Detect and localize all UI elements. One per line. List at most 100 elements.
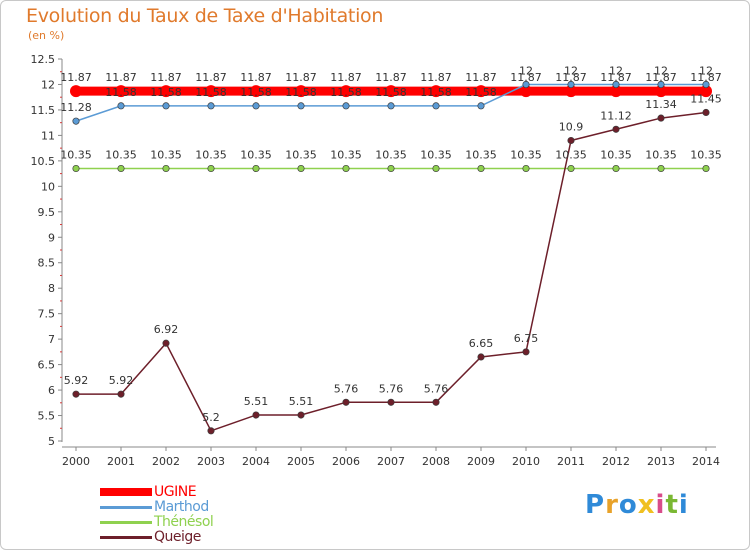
data-point [342, 102, 350, 110]
data-point [162, 102, 170, 110]
data-label: 11.12 [600, 109, 632, 122]
data-point [342, 164, 350, 173]
y-tick-label: 7 [48, 333, 55, 346]
data-label: 10.35 [60, 149, 92, 162]
data-label: 11.87 [150, 71, 182, 84]
data-label: 11.87 [555, 71, 587, 84]
data-label: 5.92 [64, 374, 89, 387]
data-point [477, 164, 485, 173]
data-point [475, 85, 487, 98]
legend-label: Thénésol [154, 514, 214, 530]
data-point [252, 102, 260, 110]
data-point [250, 85, 262, 98]
data-point [115, 85, 127, 98]
data-point [702, 108, 710, 117]
data-point [385, 85, 397, 98]
data-point [520, 85, 532, 98]
data-label: 11.87 [195, 71, 227, 84]
data-label: 10.35 [105, 149, 137, 162]
data-point [252, 164, 260, 173]
data-label: 10.35 [600, 149, 632, 162]
data-point [70, 85, 82, 98]
x-tick-label: 2014 [692, 455, 720, 468]
data-label: 11.58 [465, 86, 497, 99]
data-label: 5.51 [244, 395, 269, 408]
data-point [612, 125, 620, 133]
data-point [342, 398, 350, 406]
axes: 5 5.5 6 6.5 7 7.5 8 8.5 9 9.5 10 10.5 11 11.5 12 12.5 20… [31, 53, 721, 468]
data-label: 6.75 [514, 332, 539, 345]
data-label: 5.51 [289, 395, 314, 408]
data-point [430, 85, 442, 98]
data-label: 11.87 [465, 71, 497, 84]
data-label: 11.87 [420, 71, 452, 84]
data-point [655, 85, 667, 98]
data-point [477, 353, 485, 361]
data-point [387, 164, 395, 173]
data-label: 11.87 [330, 71, 362, 84]
data-point [610, 85, 622, 98]
x-tick-label: 2007 [377, 455, 405, 468]
series-layer [70, 80, 712, 435]
x-tick-label: 2003 [197, 455, 225, 468]
data-point [72, 117, 80, 125]
data-label: 6.65 [469, 337, 494, 350]
y-tick-label: 5 [48, 435, 55, 448]
y-tick-label: 9.5 [38, 206, 56, 219]
data-point [162, 339, 170, 347]
data-label: 10.35 [150, 149, 182, 162]
data-point [297, 102, 305, 110]
data-label: 10.35 [330, 149, 362, 162]
data-label: 11.87 [600, 71, 632, 84]
data-point [432, 398, 440, 406]
data-point [657, 80, 665, 89]
legend-swatch [100, 521, 152, 524]
y-tick-label: 5.5 [38, 410, 56, 423]
data-point [657, 164, 665, 173]
data-label: 11.87 [105, 71, 137, 84]
data-label: 11.87 [240, 71, 272, 84]
data-point [295, 85, 307, 98]
data-point [297, 164, 305, 173]
data-point [567, 136, 575, 145]
x-tick-label: 2009 [467, 455, 495, 468]
data-point [612, 80, 620, 89]
y-tick-label: 7.5 [38, 308, 56, 321]
data-point [522, 80, 530, 89]
data-point [477, 102, 485, 110]
data-label: 5.76 [424, 382, 449, 395]
data-point [72, 390, 80, 398]
data-label: 11.87 [510, 71, 542, 84]
data-label: 11.34 [645, 98, 677, 111]
y-tick-label: 12 [41, 78, 55, 91]
data-point [207, 102, 215, 110]
data-point [567, 164, 575, 173]
unit-label: (en %) [28, 29, 65, 42]
data-label: 10.35 [555, 149, 587, 162]
logo-letter: o [618, 490, 638, 520]
data-label: 12 [564, 64, 578, 77]
data-point [612, 164, 620, 173]
data-label: 6.92 [154, 323, 179, 336]
x-tick-label: 2005 [287, 455, 315, 468]
logo-letter: P [585, 490, 606, 520]
data-label: 11.58 [150, 86, 182, 99]
data-point [432, 102, 440, 110]
logo-letter: t [665, 490, 679, 520]
data-label: 11.58 [285, 86, 317, 99]
data-label: 12 [699, 64, 713, 77]
data-label: 11.58 [105, 86, 137, 99]
x-tick-label: 2002 [152, 455, 180, 468]
data-point [297, 411, 305, 419]
data-point [252, 411, 260, 419]
y-tick-label: 10 [41, 180, 55, 193]
x-tick-label: 2013 [647, 455, 675, 468]
data-label: 10.35 [375, 149, 407, 162]
legend-label: Marthod [154, 499, 209, 515]
data-label: 12 [609, 64, 623, 77]
data-label: 11.58 [195, 86, 227, 99]
y-tick-label: 10.5 [31, 155, 56, 168]
y-tick-label: 6 [48, 384, 55, 397]
data-point [387, 102, 395, 110]
data-label: 10.35 [645, 149, 677, 162]
